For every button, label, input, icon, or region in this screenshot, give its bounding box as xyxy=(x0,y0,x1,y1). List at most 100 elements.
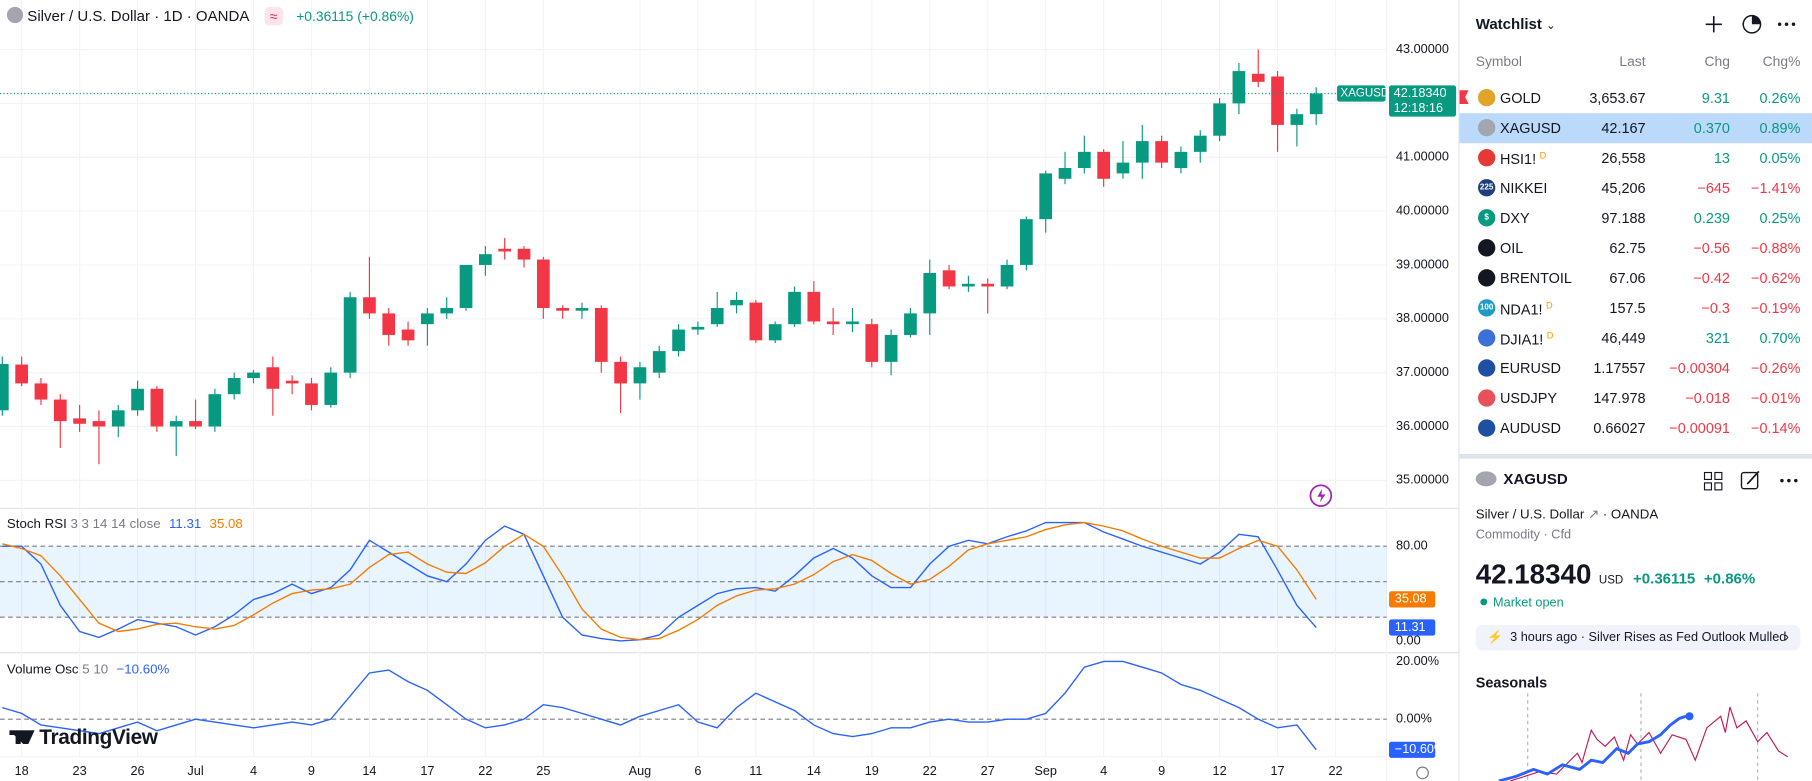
details-symbol: XAGUSD xyxy=(1503,470,1568,488)
candle-body xyxy=(111,410,125,427)
details-name-row: Silver / U.S. Dollar ↗ · OANDA xyxy=(1475,508,1659,523)
symbol-icon: $ xyxy=(1478,209,1496,227)
candle-body xyxy=(1020,219,1033,265)
x-tick-label: 9 xyxy=(308,764,315,778)
last: 26,558 xyxy=(1601,150,1646,167)
candle-body xyxy=(1213,103,1226,136)
seasonals-title: Seasonals xyxy=(1475,674,1548,691)
settings-icon[interactable] xyxy=(1416,766,1429,780)
details-icon xyxy=(1475,471,1497,487)
candle-body xyxy=(421,313,434,325)
symbol-icon xyxy=(6,6,24,24)
candle-body xyxy=(305,383,318,405)
season-marker xyxy=(1685,712,1694,721)
chg-pct: −0.26% xyxy=(1751,360,1801,377)
details-name: Silver / U.S. Dollar xyxy=(1475,508,1585,523)
candle-body xyxy=(1232,71,1246,104)
candle-body xyxy=(1251,73,1265,82)
watchlist-row[interactable]: AUDUSD 0.66027 −0.00091 −0.14% xyxy=(1460,414,1812,444)
last: 67.06 xyxy=(1609,270,1646,287)
x-tick-label: 4 xyxy=(250,764,257,778)
seasonals-chart xyxy=(1498,693,1789,781)
chg: −0.00091 xyxy=(1669,420,1730,437)
x-tick-label: 14 xyxy=(362,764,376,778)
column-header: Chg xyxy=(1704,53,1730,70)
grid-icon[interactable] xyxy=(1703,471,1713,481)
chg-pct: −0.14% xyxy=(1751,420,1801,437)
candle-body xyxy=(981,283,995,287)
candle-body xyxy=(1039,173,1053,220)
column-header: Symbol xyxy=(1475,53,1522,70)
chg-pct: 0.70% xyxy=(1759,330,1801,347)
chg: −0.3 xyxy=(1701,300,1730,317)
x-tick-label: Aug xyxy=(629,764,652,778)
watchlist-row[interactable]: 225 NIKKEI 45,206 −645 −1.41% xyxy=(1460,173,1812,203)
stoch-legend: Stoch RSI 3 3 14 14 close 11.31 35.08 xyxy=(7,518,243,532)
watchlist-row[interactable]: DJIA1! D 46,449 321 0.70% xyxy=(1460,323,1812,353)
x-tick-label: 9 xyxy=(1158,764,1165,778)
watchlist-title[interactable]: Watchlist ⌄ xyxy=(1476,15,1556,32)
y-tick-label: 20.00% xyxy=(1396,654,1439,668)
season-line xyxy=(1510,706,1789,781)
last: 0.66027 xyxy=(1593,420,1646,437)
watchlist-row[interactable]: EURUSD 1.17557 −0.00304 −0.26% xyxy=(1460,354,1812,384)
candle-body xyxy=(459,264,473,309)
last: 42.167 xyxy=(1601,120,1646,137)
candle-body xyxy=(169,421,183,427)
add-icon[interactable] xyxy=(1705,16,1722,33)
indicator-params: 3 3 14 14 close xyxy=(70,517,161,532)
value-tag-label: 11.31 xyxy=(1395,620,1426,634)
candle-body xyxy=(34,383,48,400)
chg-pct: 0.05% xyxy=(1759,150,1801,167)
chart-bg xyxy=(0,0,1458,781)
details-category: Commodity xyxy=(1475,527,1540,542)
y-tick-label: 37.00000 xyxy=(1396,365,1449,379)
watchlist-row[interactable]: XAGUSD 42.167 0.370 0.89% xyxy=(1459,113,1812,144)
last-price-label: 42.18340 xyxy=(1394,86,1447,100)
symbol: HSI1! D xyxy=(1499,150,1547,168)
more-dot[interactable] xyxy=(1777,22,1782,26)
status-icon[interactable]: ≈ xyxy=(264,6,283,26)
watchlist-row[interactable]: GOLD 3,653.67 9.31 0.26% xyxy=(1459,83,1812,113)
candle-body xyxy=(749,302,763,341)
edit-icon[interactable] xyxy=(1740,471,1759,490)
candle-body xyxy=(710,308,724,325)
symbol-icon xyxy=(1478,389,1496,407)
candle-body xyxy=(556,308,570,311)
watchlist-row[interactable]: BRENTOIL 67.06 −0.42 −0.62% xyxy=(1460,263,1812,293)
chg-pct: −0.01% xyxy=(1751,390,1801,407)
x-tick-label: 22 xyxy=(1328,764,1342,778)
watchlist-row[interactable]: 100 NDA1! D 157.5 −0.3 −0.19% xyxy=(1460,293,1812,323)
watchlist-row[interactable]: $ DXY 97.188 0.239 0.25% xyxy=(1460,203,1812,233)
details-currency: USD xyxy=(1598,574,1624,587)
more-dot xyxy=(1787,478,1791,483)
candle-body xyxy=(942,270,956,287)
news-title: Silver Rises as Fed Outlook Mulled xyxy=(1588,630,1787,645)
watchlist-tools xyxy=(1705,14,1796,34)
x-tick-label: Sep xyxy=(1034,764,1057,778)
chg: −0.018 xyxy=(1685,390,1730,407)
x-tick-label: 11 xyxy=(749,764,762,778)
watchlist-row[interactable]: HSI1! D 26,558 13 0.05% xyxy=(1460,143,1812,173)
more-dot[interactable] xyxy=(1780,478,1784,483)
candle-body xyxy=(614,361,627,384)
dropdown-caret: ⌄ xyxy=(1546,19,1556,33)
more-dot xyxy=(1794,478,1798,483)
candle-body xyxy=(15,364,28,384)
chg: 0.370 xyxy=(1693,120,1730,137)
link-icon[interactable]: ↗ xyxy=(1587,508,1600,523)
news-pill[interactable]: ⚡ 3 hours ago · Silver Rises as Fed Outl… xyxy=(1475,625,1801,651)
chg-pct: −0.19% xyxy=(1751,300,1801,317)
candle-body xyxy=(807,291,821,322)
watchlist-row[interactable]: USDJPY 147.978 −0.018 −0.01% xyxy=(1460,384,1812,414)
chg-pct: −1.41% xyxy=(1751,180,1801,197)
badge: D xyxy=(1539,150,1547,161)
symbol-icon xyxy=(1478,359,1496,377)
symbol-tag xyxy=(1337,85,1386,102)
candle-body xyxy=(884,334,898,362)
candle-body xyxy=(691,326,705,330)
watchlist-row[interactable]: OIL 62.75 −0.56 −0.88% xyxy=(1460,233,1812,263)
candle-body xyxy=(285,380,299,384)
symbol: NDA1! D xyxy=(1499,300,1553,318)
